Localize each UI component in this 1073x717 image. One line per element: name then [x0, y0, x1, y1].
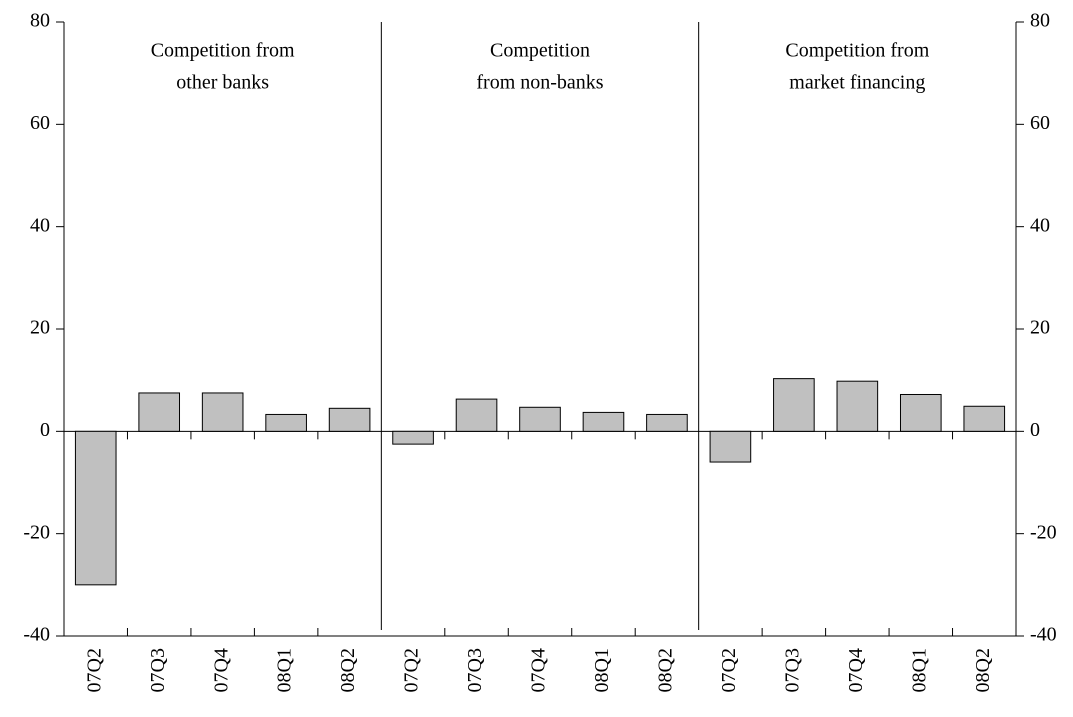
panel-title: other banks [176, 72, 269, 94]
y-tick-label: 80 [30, 10, 50, 32]
x-tick-label: 08Q2 [337, 648, 359, 692]
x-tick-label: 07Q2 [401, 648, 423, 692]
y2-tick-label: -40 [1030, 624, 1057, 646]
bar [74, 430, 117, 586]
x-tick-label: 08Q1 [274, 648, 296, 692]
y2-tick-label: 40 [1030, 214, 1050, 236]
bar [646, 413, 688, 432]
panel-title: from non-banks [476, 72, 603, 94]
x-tick-label: 07Q2 [718, 648, 740, 692]
panel-title: Competition [490, 40, 590, 62]
y-tick-label: 40 [30, 214, 50, 236]
bar [963, 405, 1006, 432]
bar [519, 406, 561, 432]
y2-tick-label: 80 [1030, 10, 1050, 32]
bar [582, 411, 625, 432]
bar [201, 392, 244, 432]
panel-title: Competition from [785, 40, 929, 62]
x-tick-label: 08Q2 [655, 648, 677, 692]
y2-tick-label: 0 [1030, 419, 1040, 441]
x-tick-label: 08Q2 [972, 648, 994, 692]
bar [899, 393, 942, 432]
bar [328, 407, 371, 432]
bar [836, 380, 879, 432]
y2-tick-label: -20 [1030, 521, 1057, 543]
panel-title: market financing [789, 72, 925, 94]
x-tick-label: 08Q1 [591, 648, 613, 692]
x-tick-label: 07Q4 [210, 648, 232, 692]
y2-tick-label: 20 [1030, 317, 1050, 339]
y2-tick-label: 60 [1030, 112, 1050, 134]
x-tick-label: 07Q4 [845, 648, 867, 692]
bar [455, 398, 498, 432]
bar [709, 430, 752, 463]
bar [392, 430, 434, 445]
bar [138, 392, 181, 432]
x-tick-label: 07Q2 [83, 648, 105, 692]
y-tick-label: 60 [30, 112, 50, 134]
x-tick-label: 07Q3 [781, 648, 803, 692]
bar [265, 413, 307, 432]
y-tick-label: -40 [23, 624, 50, 646]
bar [773, 378, 815, 432]
x-tick-label: 07Q3 [147, 648, 169, 692]
x-tick-label: 07Q4 [528, 648, 550, 692]
panel-title: Competition from [151, 40, 295, 62]
y-tick-label: 20 [30, 317, 50, 339]
y-tick-label: 0 [40, 419, 50, 441]
x-tick-label: 08Q1 [908, 648, 930, 692]
y-tick-label: -20 [23, 521, 50, 543]
x-tick-label: 07Q3 [464, 648, 486, 692]
